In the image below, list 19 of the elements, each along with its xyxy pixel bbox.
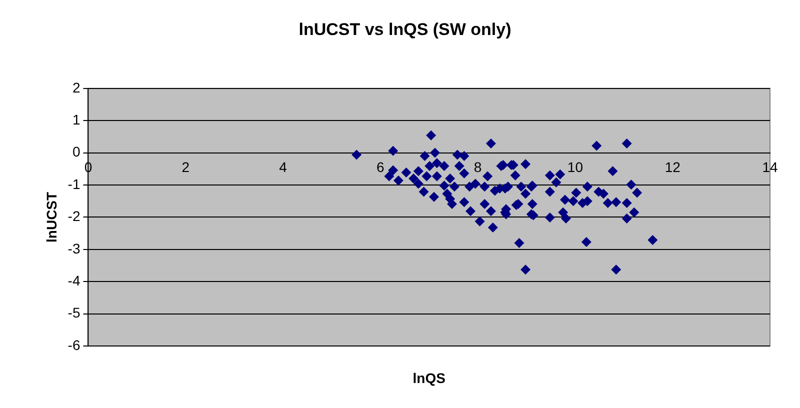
y-tick-label: 1 <box>72 111 80 128</box>
x-tick-label: 4 <box>279 159 288 176</box>
x-tick-label: 8 <box>474 159 482 176</box>
y-tick-label: -4 <box>68 272 80 288</box>
y-tick-label: 0 <box>72 144 80 160</box>
y-tick-label: -6 <box>68 336 80 353</box>
x-tick-label: 12 <box>664 159 681 176</box>
y-axis-title: lnUCST <box>43 191 60 242</box>
y-tick-label: -1 <box>68 176 80 192</box>
chart-title: lnUCST vs lnQS (SW only) <box>298 20 512 39</box>
x-tick-label: 6 <box>376 159 385 176</box>
x-axis-title: lnQS <box>412 370 446 386</box>
x-tick-label: 2 <box>182 159 190 176</box>
y-tick-label: 2 <box>72 79 80 96</box>
y-tick-label: -2 <box>68 208 80 224</box>
y-tick-label: -3 <box>68 240 80 256</box>
x-tick-label: 10 <box>567 159 584 176</box>
x-tick-label: 14 <box>762 159 778 176</box>
y-tick-label: -5 <box>68 304 80 321</box>
